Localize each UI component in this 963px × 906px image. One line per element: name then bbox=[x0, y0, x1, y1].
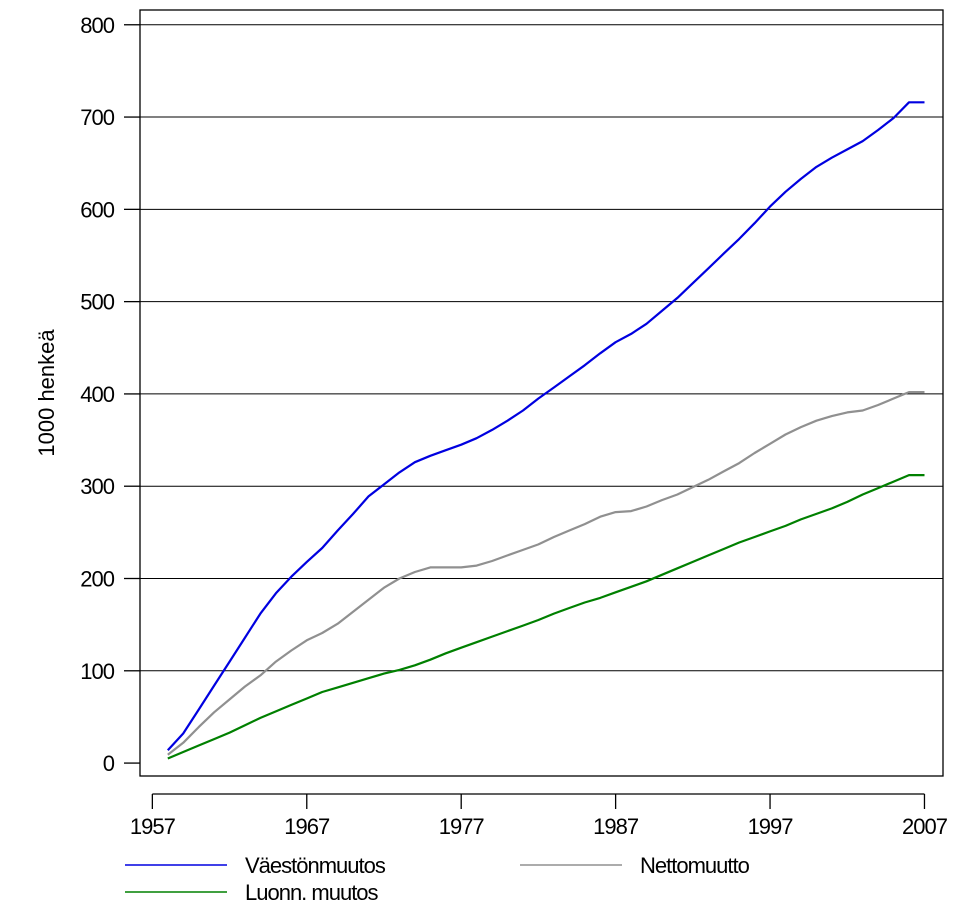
legend-label-2: Nettomuutto bbox=[640, 853, 750, 878]
x-axis: 1957 1967 1977 1987 1997 2007 bbox=[130, 793, 949, 839]
y-tick-label: 500 bbox=[80, 290, 114, 315]
y-tick-label: 600 bbox=[80, 197, 114, 222]
legend-label-1: Väestönmuutos bbox=[245, 853, 386, 878]
legend: Väestönmuutos Nettomuutto Luonn. muutos bbox=[125, 853, 751, 905]
series-line-2 bbox=[167, 391, 925, 756]
y-tick-label: 400 bbox=[80, 382, 114, 407]
y-axis: 0 100 200 300 400 500 600 700 800 bbox=[80, 13, 140, 776]
y-axis-title: 1000 henkeä bbox=[34, 329, 59, 457]
x-tick-label: 1977 bbox=[439, 814, 485, 839]
x-tick-label: 1987 bbox=[593, 814, 639, 839]
x-tick-label: 1967 bbox=[284, 814, 330, 839]
series-lines bbox=[166, 101, 925, 760]
y-tick-label: 300 bbox=[80, 474, 114, 499]
y-tick-label: 700 bbox=[80, 105, 114, 130]
x-tick-label: 2007 bbox=[902, 814, 948, 839]
y-tick-label: 100 bbox=[80, 659, 114, 684]
x-tick-label: 1957 bbox=[130, 814, 176, 839]
series-line-3 bbox=[167, 474, 925, 760]
series-line-1 bbox=[166, 101, 925, 751]
plot-frame bbox=[139, 9, 944, 777]
y-tick-label: 200 bbox=[80, 567, 114, 592]
y-tick-label: 0 bbox=[103, 751, 115, 776]
gridlines bbox=[140, 24, 943, 672]
y-tick-label: 800 bbox=[80, 13, 114, 38]
x-tick-label: 1997 bbox=[748, 814, 794, 839]
legend-label-3: Luonn. muutos bbox=[245, 880, 379, 905]
